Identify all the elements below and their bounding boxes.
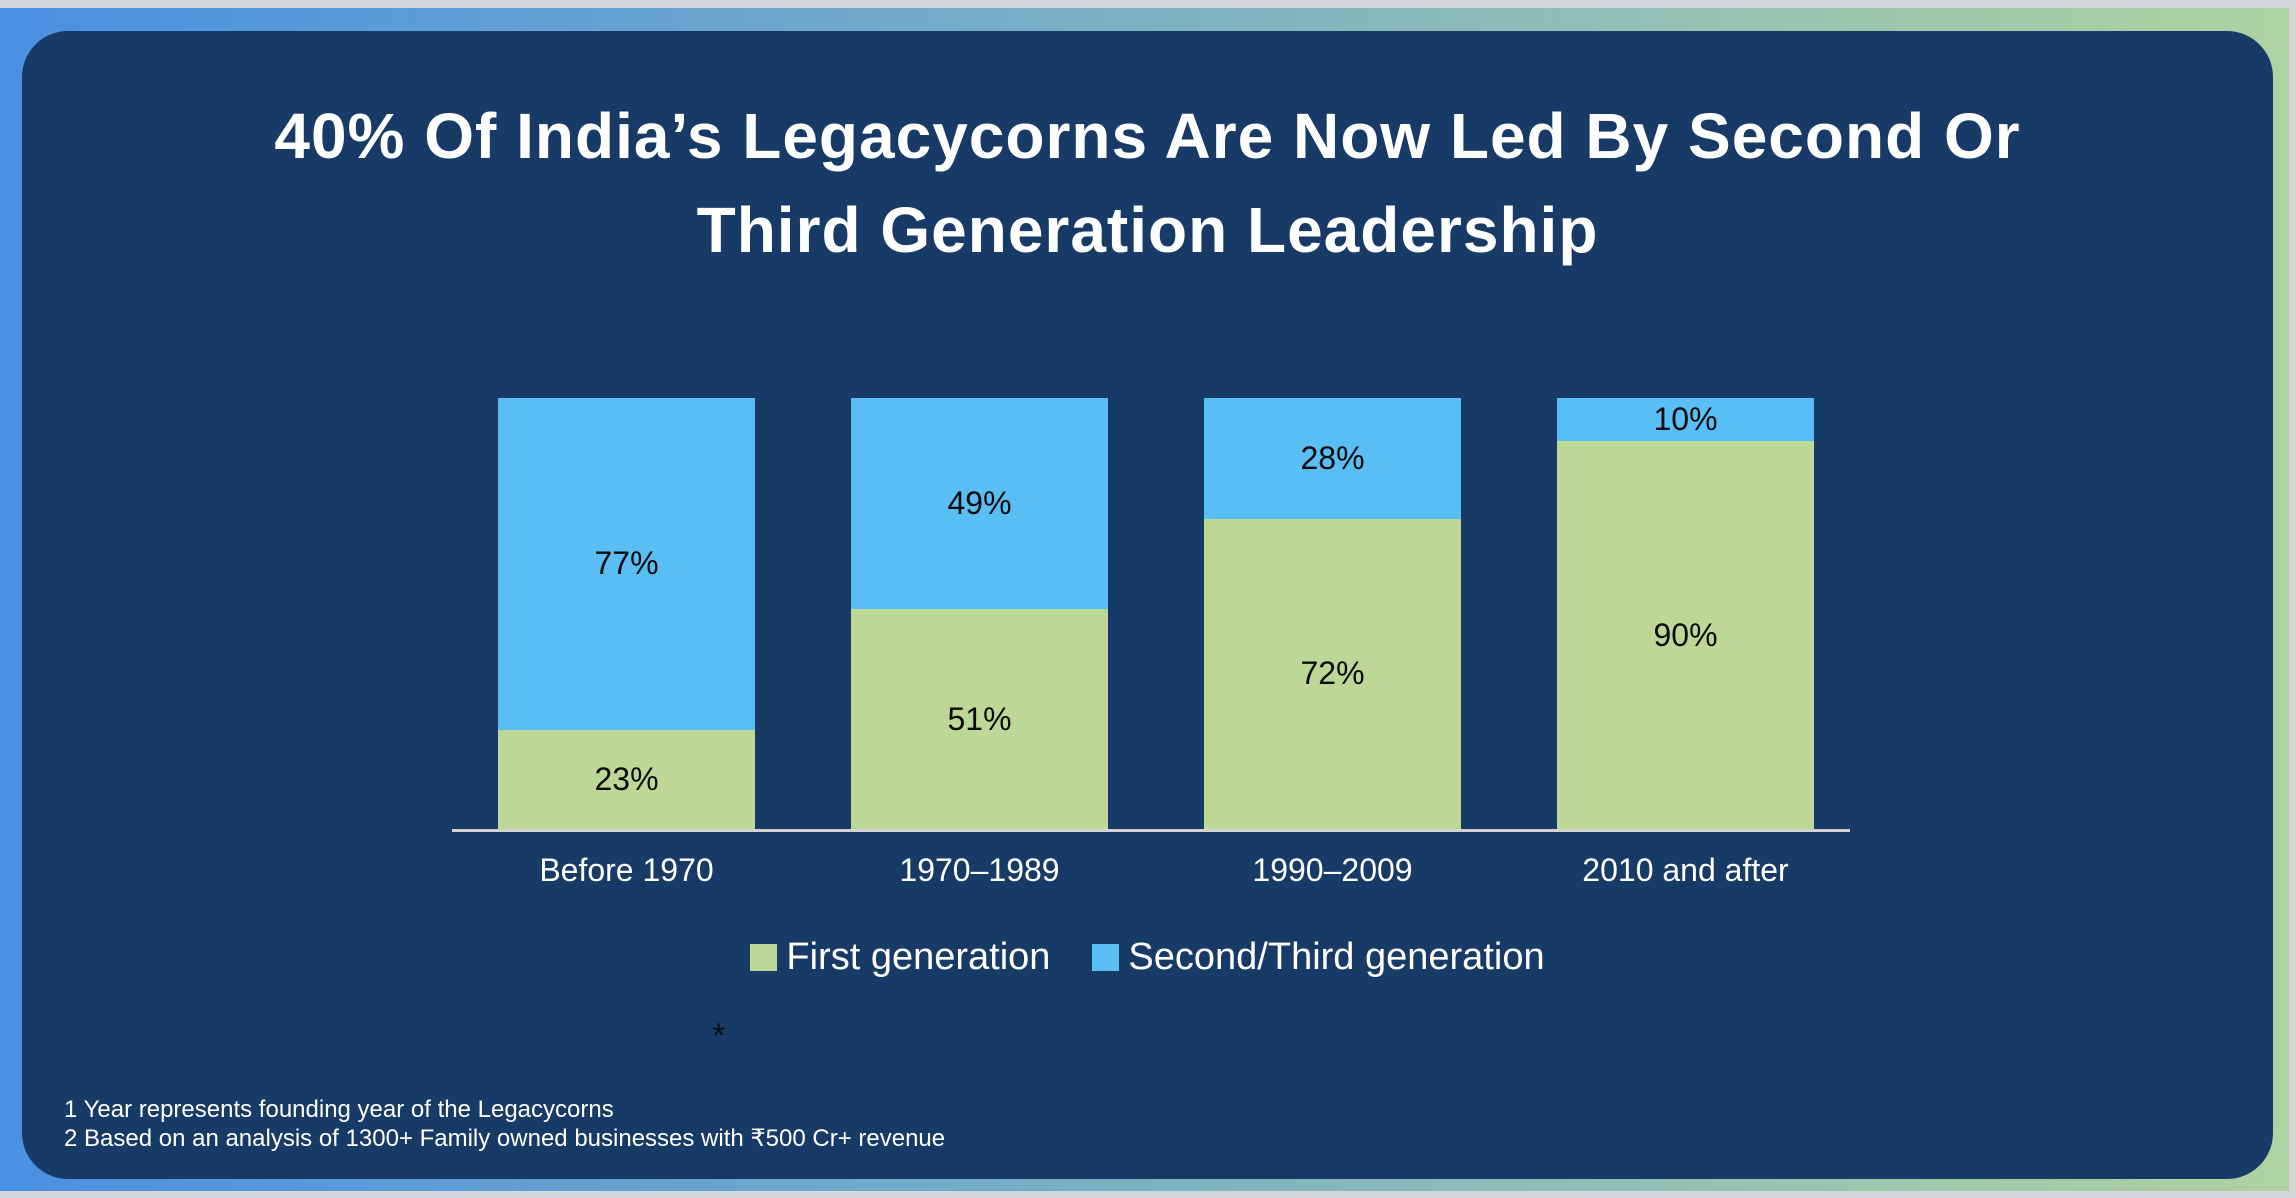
gradient-border-frame: 40% Of India’s Legacycorns Are Now Led B…: [0, 8, 2289, 1191]
legend-swatch-second-third-generation: [1092, 944, 1120, 971]
bar-1990-2009: 28% 72%: [1204, 398, 1461, 829]
segment-first-generation-2010-and-after: 90%: [1557, 441, 1814, 829]
value-label: 23%: [594, 760, 659, 797]
footnote-1: 1 Year represents founding year of the L…: [64, 1096, 614, 1123]
legend-label: Second/Third generation: [1128, 936, 1545, 978]
plot-area: 77% 23% 49% 51% 28% 72% 10% 90%: [452, 398, 1850, 832]
value-label: 10%: [1653, 401, 1718, 438]
bar-1970-1989: 49% 51%: [851, 398, 1108, 829]
legend-item-first-generation: First generation: [750, 936, 1050, 979]
value-label: 77%: [594, 545, 659, 582]
chart-title: 40% Of India’s Legacycorns Are Now Led B…: [22, 89, 2273, 277]
chart-title-line-1: 40% Of India’s Legacycorns Are Now Led B…: [274, 100, 2021, 172]
bar-2010-and-after: 10% 90%: [1557, 398, 1814, 829]
legend-item-second-third-generation: Second/Third generation: [1092, 936, 1545, 979]
segment-second-third-generation-2010-and-after: 10%: [1557, 398, 1814, 442]
value-label: 51%: [947, 700, 1012, 737]
asterisk-annotation: *: [712, 1017, 726, 1055]
legend-swatch-first-generation: [750, 944, 778, 971]
segment-second-third-generation-1970-1989: 49%: [851, 398, 1108, 610]
value-label: 90%: [1653, 616, 1718, 653]
x-axis-label-1970-1989: 1970–1989: [899, 852, 1060, 888]
x-axis-label-2010-and-after: 2010 and after: [1582, 852, 1789, 888]
footnotes: 1 Year represents founding year of the L…: [64, 1095, 945, 1153]
segment-first-generation-1970-1989: 51%: [851, 609, 1108, 829]
legend-label: First generation: [786, 936, 1051, 978]
slide-panel: 40% Of India’s Legacycorns Are Now Led B…: [22, 31, 2273, 1179]
segment-first-generation-1990-2009: 72%: [1204, 518, 1461, 829]
value-label: 49%: [947, 485, 1012, 522]
x-axis-label-before-1970: Before 1970: [539, 852, 714, 888]
segment-second-third-generation-before-1970: 77%: [498, 398, 755, 730]
segment-second-third-generation-1990-2009: 28%: [1204, 398, 1461, 519]
x-axis-label-1990-2009: 1990–2009: [1252, 852, 1413, 888]
value-label: 72%: [1300, 655, 1365, 692]
bar-before-1970: 77% 23%: [498, 398, 755, 829]
segment-first-generation-before-1970: 23%: [498, 729, 755, 829]
footnote-2: 2 Based on an analysis of 1300+ Family o…: [64, 1125, 946, 1152]
chart-title-line-2: Third Generation Leadership: [696, 194, 1599, 266]
legend: First generation Second/Third generation: [22, 936, 2273, 979]
value-label: 28%: [1300, 439, 1365, 476]
